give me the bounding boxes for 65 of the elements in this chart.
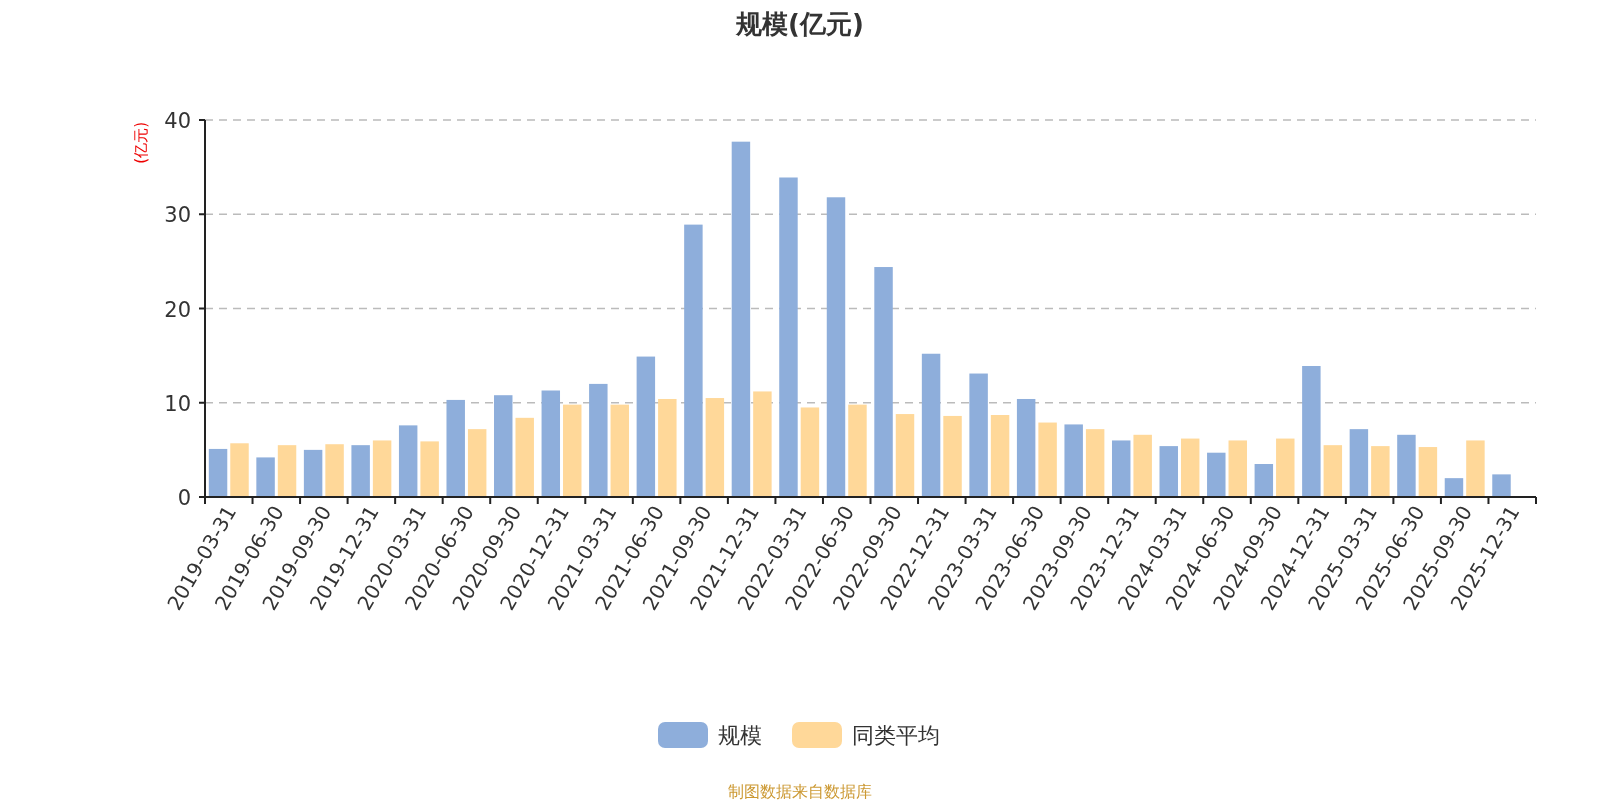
bar xyxy=(1492,474,1511,497)
bar xyxy=(494,395,513,497)
bar xyxy=(1159,446,1178,497)
bar xyxy=(731,141,751,497)
bar xyxy=(208,448,228,497)
bar xyxy=(1418,447,1438,497)
bar xyxy=(325,444,344,497)
bar xyxy=(351,445,370,497)
y-tick-label: 20 xyxy=(164,297,191,322)
bar xyxy=(1371,446,1390,497)
bar xyxy=(372,440,392,497)
bar xyxy=(1349,429,1369,497)
bar xyxy=(1276,438,1295,497)
bar xyxy=(969,373,988,497)
bar xyxy=(848,404,867,497)
bar xyxy=(990,415,1010,497)
bar xyxy=(277,445,297,497)
text: 制图数据来自数据库 xyxy=(728,782,872,800)
bar xyxy=(1133,434,1152,497)
bar xyxy=(467,429,487,497)
bar xyxy=(1064,424,1083,497)
bar xyxy=(1111,440,1131,497)
y-tick-label: 0 xyxy=(177,486,191,510)
bar xyxy=(705,398,725,497)
legend-label: 规模 xyxy=(718,723,762,748)
bar xyxy=(398,425,418,497)
bar xyxy=(1323,445,1343,497)
bar xyxy=(1228,440,1247,497)
bar xyxy=(684,224,703,497)
legend-label: 同类平均 xyxy=(852,723,940,748)
bar xyxy=(256,457,275,497)
bar xyxy=(610,404,630,497)
bar xyxy=(636,356,656,497)
bar xyxy=(563,404,582,497)
bar xyxy=(1085,429,1105,497)
y-tick-label: 10 xyxy=(164,391,191,416)
y-tick-label: 40 xyxy=(164,109,191,133)
bar xyxy=(1466,440,1485,497)
chart-title: 规模(亿元) xyxy=(735,9,864,39)
bar xyxy=(420,441,439,497)
bar xyxy=(1302,365,1321,497)
bar xyxy=(1038,422,1057,497)
bar xyxy=(230,443,249,497)
bar xyxy=(1016,398,1036,497)
y-tick-label: 30 xyxy=(164,203,191,228)
bar xyxy=(515,417,534,497)
y-axis-title: (亿元) xyxy=(132,122,150,164)
bar xyxy=(921,353,941,497)
bar xyxy=(800,407,820,497)
bar xyxy=(943,415,962,497)
bar xyxy=(1397,434,1416,497)
bar xyxy=(303,449,323,497)
bar xyxy=(895,414,915,497)
bar xyxy=(1254,464,1274,497)
bar xyxy=(1180,438,1200,497)
bar xyxy=(753,391,772,497)
bar xyxy=(779,177,798,497)
bar xyxy=(874,267,893,497)
bar xyxy=(446,399,465,497)
bar xyxy=(826,197,846,497)
bar xyxy=(589,383,608,497)
bar xyxy=(541,390,561,497)
bar xyxy=(1444,478,1464,497)
bar xyxy=(658,398,677,497)
bar xyxy=(1207,452,1226,497)
